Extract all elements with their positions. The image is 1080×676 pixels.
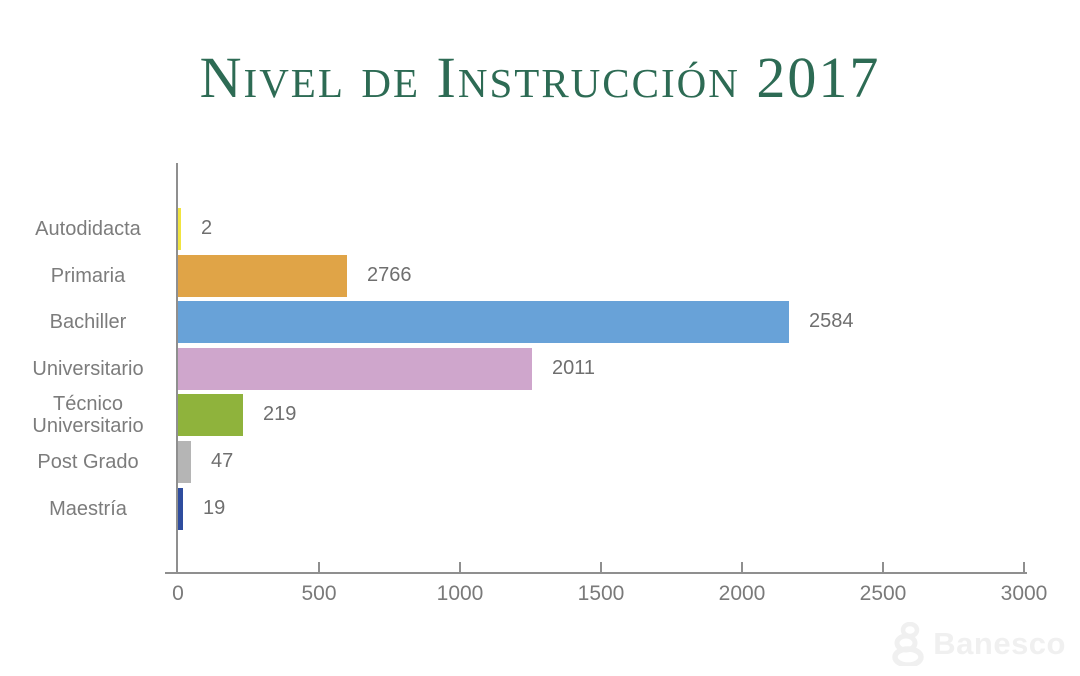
value-label: 2766 bbox=[367, 263, 412, 286]
value-label: 19 bbox=[203, 496, 226, 519]
x-axis-tick-label: 2500 bbox=[859, 582, 907, 605]
x-axis-tick bbox=[318, 562, 320, 572]
category-label: Maestría bbox=[49, 497, 127, 520]
x-axis-tick bbox=[459, 562, 461, 572]
category-label: Bachiller bbox=[49, 311, 127, 334]
y-axis-line bbox=[176, 163, 178, 574]
watermark-brand-name: Banesco bbox=[933, 626, 1066, 661]
category-label: Universitario bbox=[32, 357, 144, 380]
category-label: Post Grado bbox=[37, 451, 139, 473]
category-label: Técnico Universitario bbox=[32, 393, 144, 438]
category-label: Autodidacta bbox=[35, 218, 141, 240]
value-label: 219 bbox=[263, 403, 297, 426]
x-axis-tick bbox=[1023, 562, 1025, 572]
bar-universitario bbox=[178, 347, 532, 390]
bar-primaria bbox=[178, 254, 347, 297]
category-label: Primaria bbox=[50, 264, 126, 287]
x-axis-tick-label: 500 bbox=[301, 582, 337, 605]
bar-bachiller bbox=[178, 301, 789, 344]
brand-watermark: Banesco bbox=[889, 622, 1066, 666]
bar-maestría bbox=[178, 487, 183, 530]
value-label: 47 bbox=[211, 450, 234, 472]
bar-post-grado bbox=[178, 441, 191, 483]
x-axis-tick-label: 0 bbox=[172, 582, 184, 605]
value-label: 2011 bbox=[552, 356, 596, 379]
x-axis-tick-label: 2000 bbox=[718, 582, 766, 605]
x-axis-tick bbox=[882, 562, 884, 572]
banesco-rings-icon bbox=[892, 622, 925, 666]
value-label: 2 bbox=[201, 217, 213, 239]
x-axis-tick-label: 1000 bbox=[436, 582, 484, 605]
chart-title: Nivel de Instrucción 2017 bbox=[199, 45, 881, 110]
x-axis-line bbox=[165, 572, 1027, 574]
x-axis-tick-label: 1500 bbox=[577, 582, 625, 605]
bar-autodidacta bbox=[178, 208, 181, 250]
value-label: 2584 bbox=[809, 310, 854, 333]
x-axis-tick-label: 3000 bbox=[1000, 582, 1048, 605]
x-axis-tick bbox=[600, 562, 602, 572]
x-axis-tick bbox=[741, 562, 743, 572]
bar-técnico-universitario bbox=[178, 394, 243, 437]
